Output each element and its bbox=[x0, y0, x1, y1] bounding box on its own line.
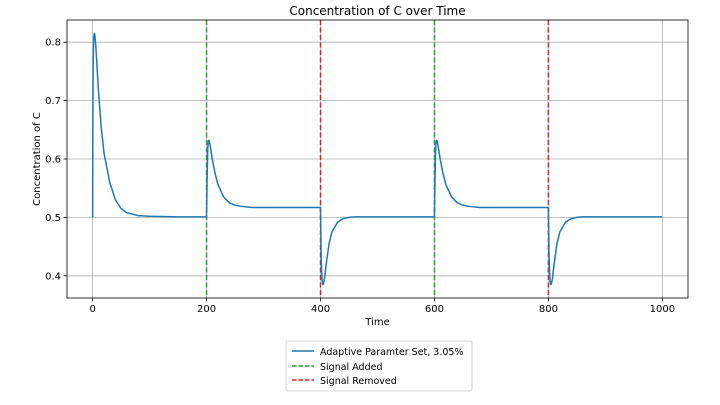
x-tick-label-5: 1000 bbox=[650, 304, 675, 315]
y-axis-ticks: 0.4 0.5 0.6 0.7 0.8 bbox=[45, 38, 67, 282]
y-tick-label-1: 0.5 bbox=[45, 213, 61, 224]
y-tick-label-0: 0.4 bbox=[45, 271, 61, 282]
y-tick-label-2: 0.6 bbox=[45, 155, 61, 166]
y-tick-label-3: 0.7 bbox=[45, 96, 61, 107]
y-tick-label-4: 0.8 bbox=[45, 38, 61, 49]
signal-lines bbox=[205, 20, 550, 298]
legend-label-series: Adaptive Paramter Set, 3.05% bbox=[320, 347, 463, 358]
legend-box bbox=[285, 340, 473, 392]
x-axis-ticks: 0 200 400 600 800 1000 bbox=[89, 298, 675, 315]
series-layer bbox=[91, 32, 663, 286]
x-axis-label: Time bbox=[364, 317, 389, 328]
x-tick-label-4: 800 bbox=[539, 304, 558, 315]
x-tick-label-1: 200 bbox=[197, 304, 216, 315]
chart-title: Concentration of C over Time bbox=[289, 4, 465, 18]
legend-label-signal-added: Signal Added bbox=[320, 362, 382, 373]
legend: Adaptive Paramter Set, 3.05% Signal Adde… bbox=[285, 340, 473, 392]
x-tick-label-0: 0 bbox=[89, 304, 95, 315]
x-tick-label-3: 600 bbox=[425, 304, 444, 315]
series-line-0 bbox=[91, 32, 663, 286]
y-axis-label: Concentration of C bbox=[32, 112, 43, 206]
x-tick-label-2: 400 bbox=[311, 304, 330, 315]
legend-label-signal-removed: Signal Removed bbox=[320, 376, 397, 387]
